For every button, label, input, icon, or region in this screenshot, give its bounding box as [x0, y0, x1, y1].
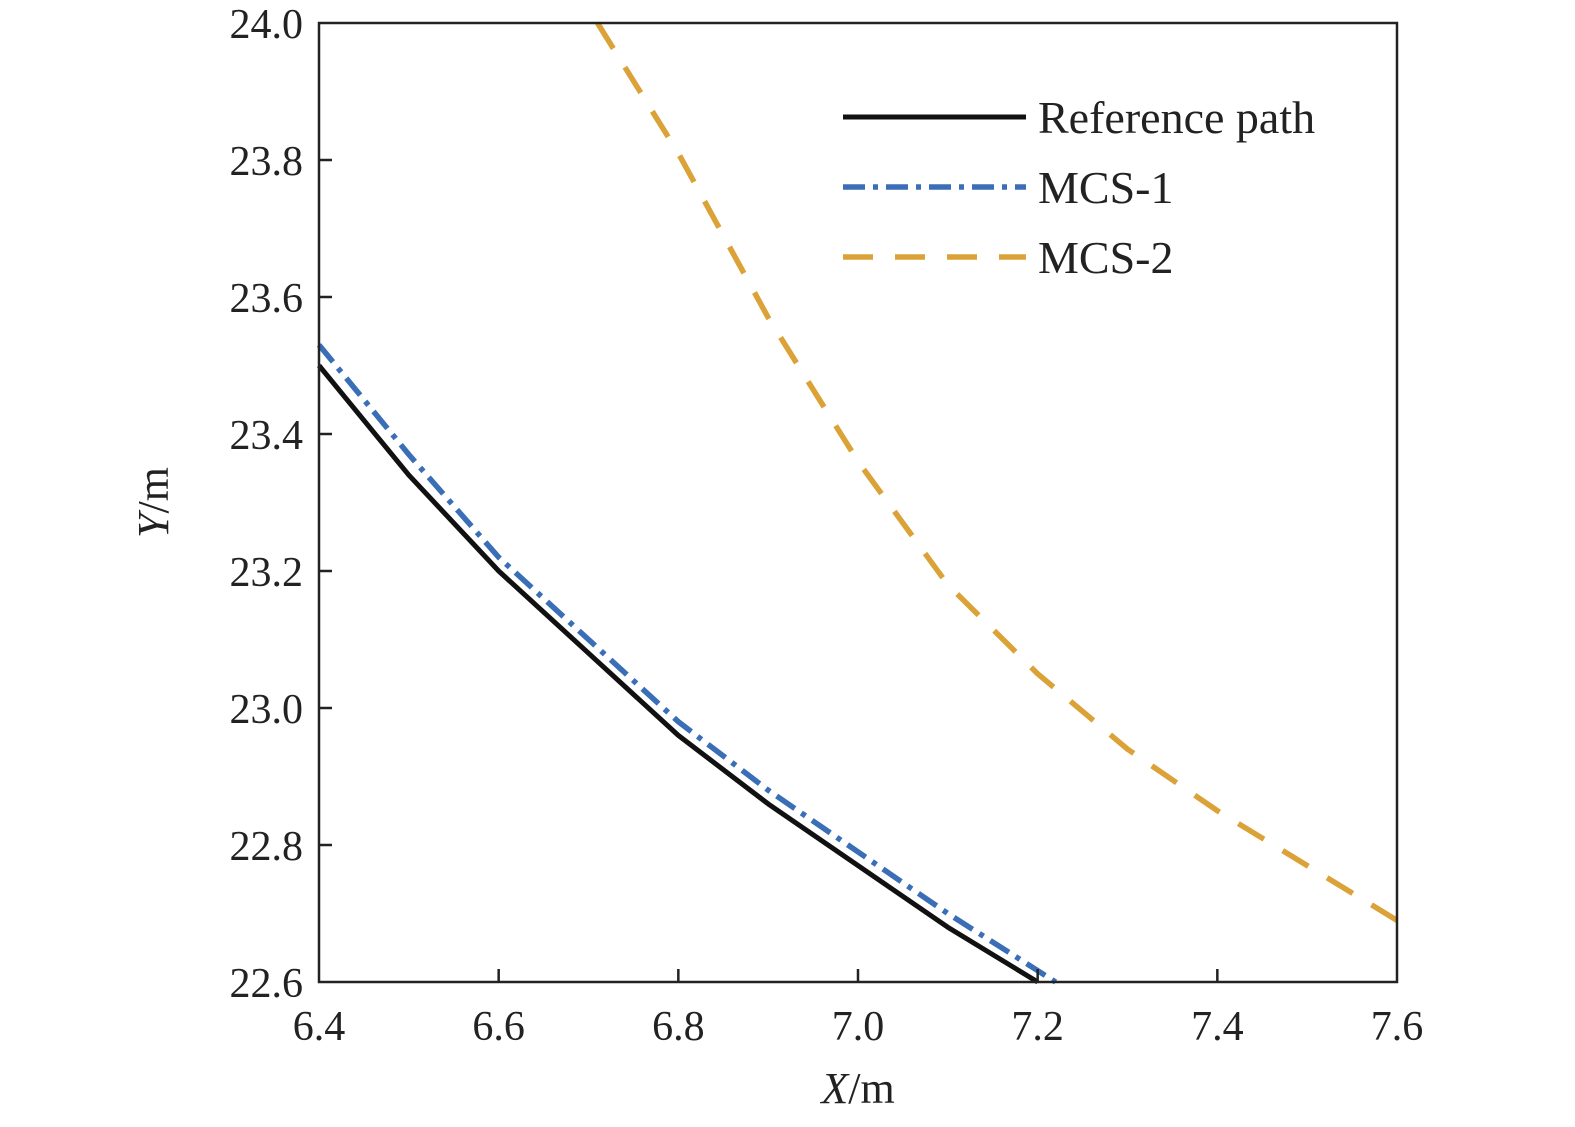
y-tick-label: 23.8: [230, 139, 304, 185]
x-tick-label: 7.6: [1371, 1004, 1424, 1050]
y-axis-label-unit: /m: [129, 467, 178, 513]
series-line-1: [317, 363, 1040, 985]
y-tick-label: 23.2: [230, 550, 304, 596]
x-tick-label: 7.0: [832, 1004, 885, 1050]
series-line-2: [316, 343, 1058, 985]
y-axis-label-var: Y: [129, 509, 178, 538]
y-tick-label: 24.0: [230, 2, 304, 48]
x-tick-label: 7.2: [1011, 1004, 1064, 1050]
legend-label-3: MCS-2: [1038, 232, 1173, 283]
y-tick-label: 22.6: [230, 961, 304, 1007]
y-tick-label: 22.8: [230, 824, 304, 870]
y-tick-label: 23.4: [230, 413, 304, 459]
x-tick-label: 7.4: [1191, 1004, 1244, 1050]
x-tick-label: 6.8: [652, 1004, 705, 1050]
x-tick-label: 6.6: [472, 1004, 525, 1050]
legend-label-1: Reference path: [1038, 92, 1315, 143]
y-axis-label: Y/m: [129, 467, 178, 538]
y-tick-label: 23.6: [230, 276, 304, 322]
plot-frame: [317, 21, 1399, 984]
x-tick-label: 6.4: [293, 1004, 346, 1050]
legend: Reference path MCS-1 MCS-2: [843, 92, 1315, 283]
series-line-3: [595, 21, 1399, 923]
x-axis-label-var: X: [819, 1064, 850, 1113]
y-axis: 22.6 22.8 23.0 23.2 23.4 23.6 23.8 24.0: [230, 2, 332, 1007]
legend-label-2: MCS-1: [1038, 162, 1173, 213]
x-axis: 6.4 6.6 6.8 7.0 7.2 7.4 7.6: [293, 969, 1424, 1050]
y-tick-label: 23.0: [230, 687, 304, 733]
x-axis-label-unit: /m: [848, 1064, 894, 1113]
x-axis-label: X/m: [819, 1064, 894, 1113]
series-layer: [316, 21, 1399, 985]
